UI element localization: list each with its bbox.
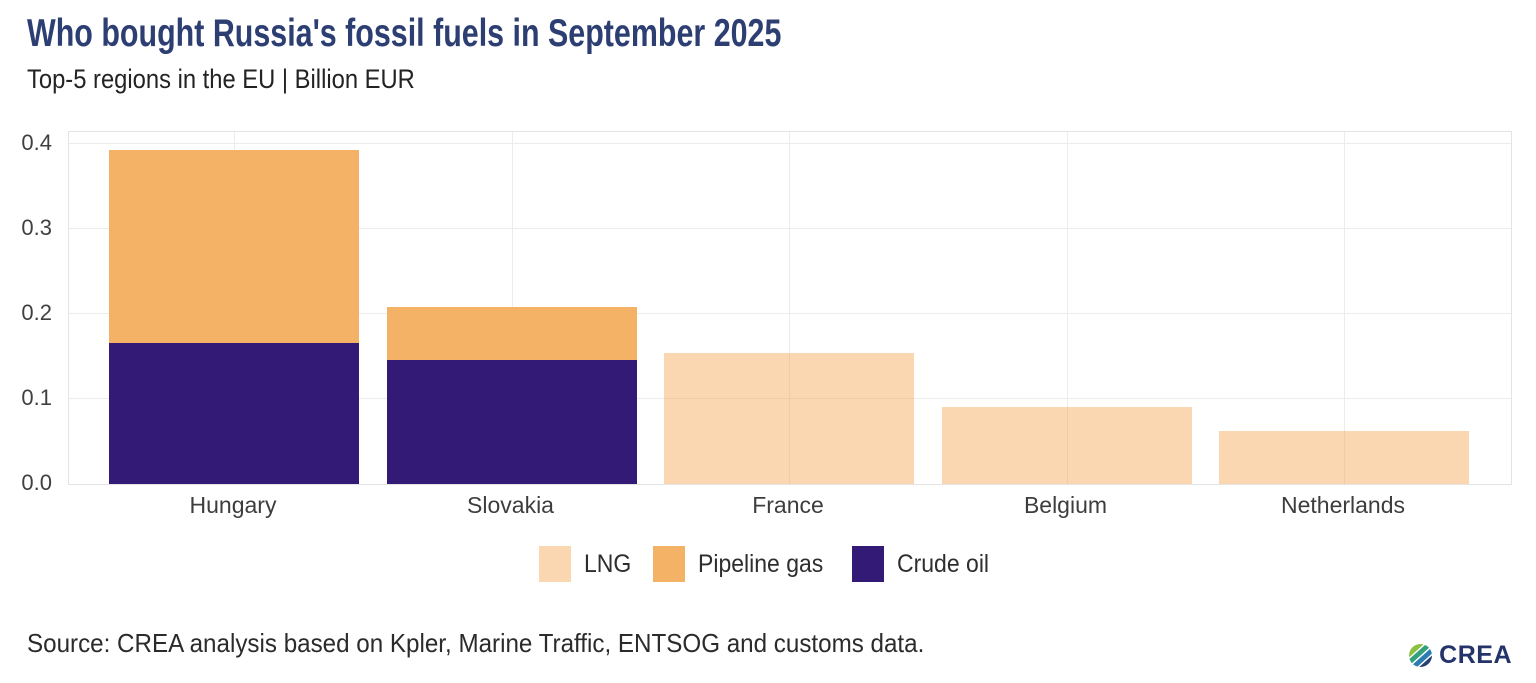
legend-swatch-crude-oil xyxy=(852,546,885,582)
x-category-label: Belgium xyxy=(1023,492,1108,518)
legend-label-crude-oil: Crude oil xyxy=(897,549,990,578)
x-category-label: France xyxy=(752,492,824,518)
v-gridline xyxy=(1066,132,1068,484)
y-tick-label: 0.3 xyxy=(21,214,52,240)
h-gridline xyxy=(69,312,1511,314)
y-axis: 0.0 0.1 0.2 0.3 0.4 xyxy=(0,129,60,495)
legend-swatch-pipeline-gas xyxy=(653,546,686,582)
bar-segment-lng xyxy=(1219,431,1469,484)
chart-legend: LNG Pipeline gas Crude oil xyxy=(0,546,1536,582)
bar-segment-lng xyxy=(941,406,1192,484)
bar-segment-lng xyxy=(664,353,914,484)
legend-label-pipeline-gas: Pipeline gas xyxy=(698,549,824,578)
plot-area xyxy=(68,131,1512,485)
legend-item-pipeline-gas: Pipeline gas xyxy=(653,546,834,582)
y-tick-label: 0.1 xyxy=(21,384,52,410)
crea-logo: CREA xyxy=(1408,641,1512,670)
source-note: Source: CREA analysis based on Kpler, Ma… xyxy=(27,628,925,658)
x-category-label: Hungary xyxy=(189,492,277,518)
legend-swatch-lng xyxy=(538,546,571,582)
h-gridline xyxy=(69,397,1511,399)
chart-subtitle: Top-5 regions in the EU | Billion EUR xyxy=(27,64,415,94)
crea-logo-icon xyxy=(1408,643,1434,668)
v-gridline xyxy=(789,132,790,484)
legend-label-lng: LNG xyxy=(583,549,631,578)
x-category-label: Netherlands xyxy=(1280,492,1406,518)
bar-segment-crude-oil xyxy=(109,342,359,484)
chart-title: Who bought Russia's fossil fuels in Sept… xyxy=(27,12,782,55)
x-category-label: Slovakia xyxy=(467,492,554,518)
y-tick-label: 0.4 xyxy=(21,129,52,155)
legend-item-lng: LNG xyxy=(538,546,635,582)
y-tick-label: 0.2 xyxy=(21,299,52,325)
h-gridline xyxy=(69,227,1511,229)
h-gridline xyxy=(69,142,1511,144)
y-tick-label: 0.0 xyxy=(21,470,52,495)
bar-segment-pipeline-gas xyxy=(109,149,359,343)
bar-segment-crude-oil xyxy=(386,359,637,484)
x-axis: Hungary Slovakia France Belgium Netherlands xyxy=(68,492,1510,522)
v-gridline xyxy=(1344,132,1345,484)
legend-item-crude-oil: Crude oil xyxy=(852,546,997,582)
crea-logotype: CREA xyxy=(1439,641,1512,669)
bar-segment-pipeline-gas xyxy=(386,307,637,360)
